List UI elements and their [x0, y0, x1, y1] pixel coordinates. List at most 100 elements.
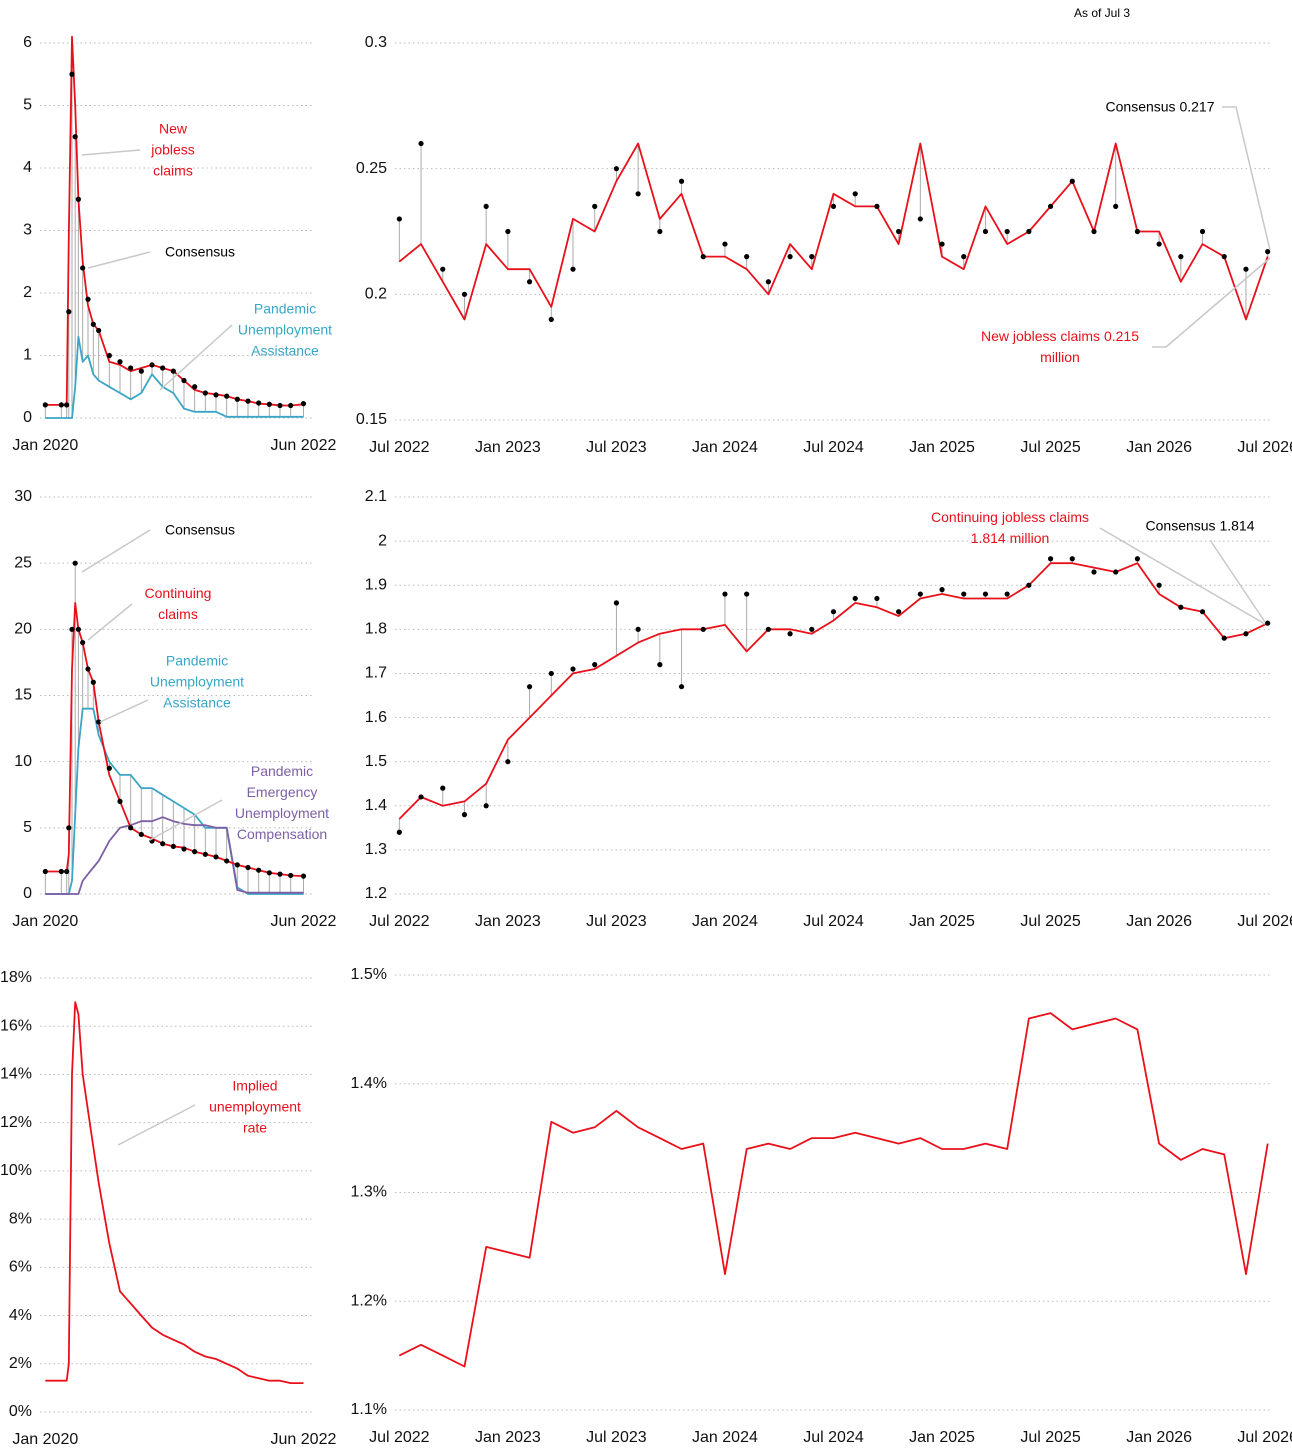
consensus-dot — [58, 868, 64, 875]
consensus-dot — [1091, 228, 1097, 235]
consensus-dot — [440, 785, 446, 791]
consensus-dot — [700, 626, 706, 632]
annotation: Consensus 0.217 — [1105, 98, 1215, 115]
consensus-dot — [213, 854, 219, 860]
y-tick-label: 18% — [0, 969, 32, 986]
consensus-dot — [58, 402, 64, 408]
consensus-dot — [1026, 582, 1032, 588]
consensus-dot — [1221, 635, 1227, 641]
annotation: Consensus — [164, 521, 236, 538]
consensus-dot — [1069, 556, 1075, 562]
annotation: New jobless claims — [151, 120, 195, 179]
x-tick-label: Jan 2023 — [475, 439, 541, 456]
consensus-dot — [1156, 241, 1162, 247]
consensus-dot — [138, 831, 144, 838]
y-tick-label: 5 — [23, 819, 32, 836]
consensus-dot — [256, 400, 262, 406]
x-tick-label: Jul 2024 — [803, 913, 864, 930]
consensus-dot — [461, 291, 468, 297]
annotation: Continuing jobless claims 1.814 million — [931, 509, 1089, 546]
consensus-dot — [548, 670, 554, 677]
consensus-dot — [1243, 266, 1249, 272]
consensus-dot — [106, 765, 112, 771]
y-tick-label: 0.15 — [356, 411, 387, 428]
y-tick-label: 1.4 — [365, 797, 387, 814]
consensus-dot — [69, 71, 75, 77]
y-tick-label: 2 — [378, 532, 387, 549]
consensus-dot — [396, 216, 402, 222]
consensus-dot — [1178, 604, 1184, 610]
consensus-dot — [939, 241, 945, 247]
y-tick-label: 4 — [23, 159, 32, 176]
consensus-dot — [787, 254, 793, 260]
leader-line — [1152, 257, 1271, 348]
y-tick-label: 1.6 — [365, 709, 387, 726]
consensus-dot — [961, 254, 967, 260]
consensus-dot — [526, 279, 533, 285]
series-line — [45, 816, 304, 895]
consensus-dot — [1156, 582, 1162, 588]
consensus-dot — [418, 140, 424, 147]
consensus-dot — [896, 228, 902, 235]
x-tick-label: Jan 2020 — [12, 1431, 78, 1448]
series-line — [398, 1012, 1269, 1368]
x-tick-label: Jan 2025 — [909, 913, 975, 930]
y-tick-label: 1.7 — [365, 665, 387, 682]
consensus-dot — [245, 398, 251, 404]
consensus-dot — [234, 862, 240, 868]
y-tick-label: 10 — [14, 753, 32, 770]
consensus-dot — [300, 873, 307, 879]
consensus-dot — [224, 393, 230, 399]
x-tick-label: Jul 2025 — [1020, 439, 1081, 456]
consensus-dot — [765, 626, 771, 632]
consensus-dot — [570, 266, 576, 272]
x-tick-label: Jul 2024 — [803, 1429, 864, 1446]
annotation: Implied unemployment rate — [209, 1077, 301, 1136]
consensus-dot — [1047, 556, 1054, 562]
consensus-dot — [192, 849, 198, 855]
x-tick-label: Jan 2023 — [475, 913, 541, 930]
x-tick-label: Jun 2022 — [271, 437, 337, 454]
consensus-dot — [1265, 620, 1271, 626]
consensus-dot — [300, 401, 307, 407]
consensus-dot — [982, 591, 989, 597]
x-tick-label: Jul 2026 — [1237, 1429, 1292, 1446]
x-tick-label: Jan 2020 — [12, 437, 78, 454]
consensus-dot — [75, 196, 81, 202]
consensus-dot — [64, 402, 70, 408]
y-tick-label: 6% — [9, 1259, 32, 1276]
consensus-dot — [202, 851, 208, 857]
consensus-dot — [461, 812, 468, 818]
x-tick-label: Jan 2023 — [475, 1429, 541, 1446]
consensus-dot — [1069, 178, 1075, 184]
annotation: Pandemic Unemployment Assistance — [237, 300, 333, 359]
consensus-dot — [181, 846, 187, 852]
y-tick-label: 16% — [0, 1017, 32, 1034]
y-tick-label: 1.3 — [365, 841, 387, 858]
as-of-note: As of Jul 3 — [1074, 6, 1131, 20]
y-tick-label: 1 — [23, 347, 32, 364]
consensus-dot — [85, 666, 91, 672]
x-tick-label: Jan 2026 — [1126, 439, 1192, 456]
y-tick-label: 1.5% — [351, 966, 387, 983]
consensus-dot — [961, 591, 967, 597]
x-tick-label: Jan 2026 — [1126, 1429, 1192, 1446]
consensus-dot — [830, 609, 837, 615]
consensus-dot — [505, 228, 511, 235]
consensus-dot — [85, 296, 91, 302]
x-tick-label: Jul 2023 — [586, 439, 647, 456]
leader-line — [1209, 539, 1266, 623]
y-tick-label: 2 — [23, 284, 32, 301]
consensus-dot — [744, 254, 750, 260]
y-tick-label: 20 — [14, 621, 32, 638]
consensus-dot — [657, 662, 663, 668]
consensus-dot — [678, 684, 685, 690]
consensus-dot — [234, 396, 240, 402]
consensus-dot — [1047, 203, 1054, 209]
consensus-dot — [440, 266, 446, 272]
consensus-dot — [982, 228, 989, 235]
consensus-dot — [678, 178, 685, 184]
consensus-dot — [128, 365, 134, 371]
consensus-dot — [483, 803, 489, 809]
